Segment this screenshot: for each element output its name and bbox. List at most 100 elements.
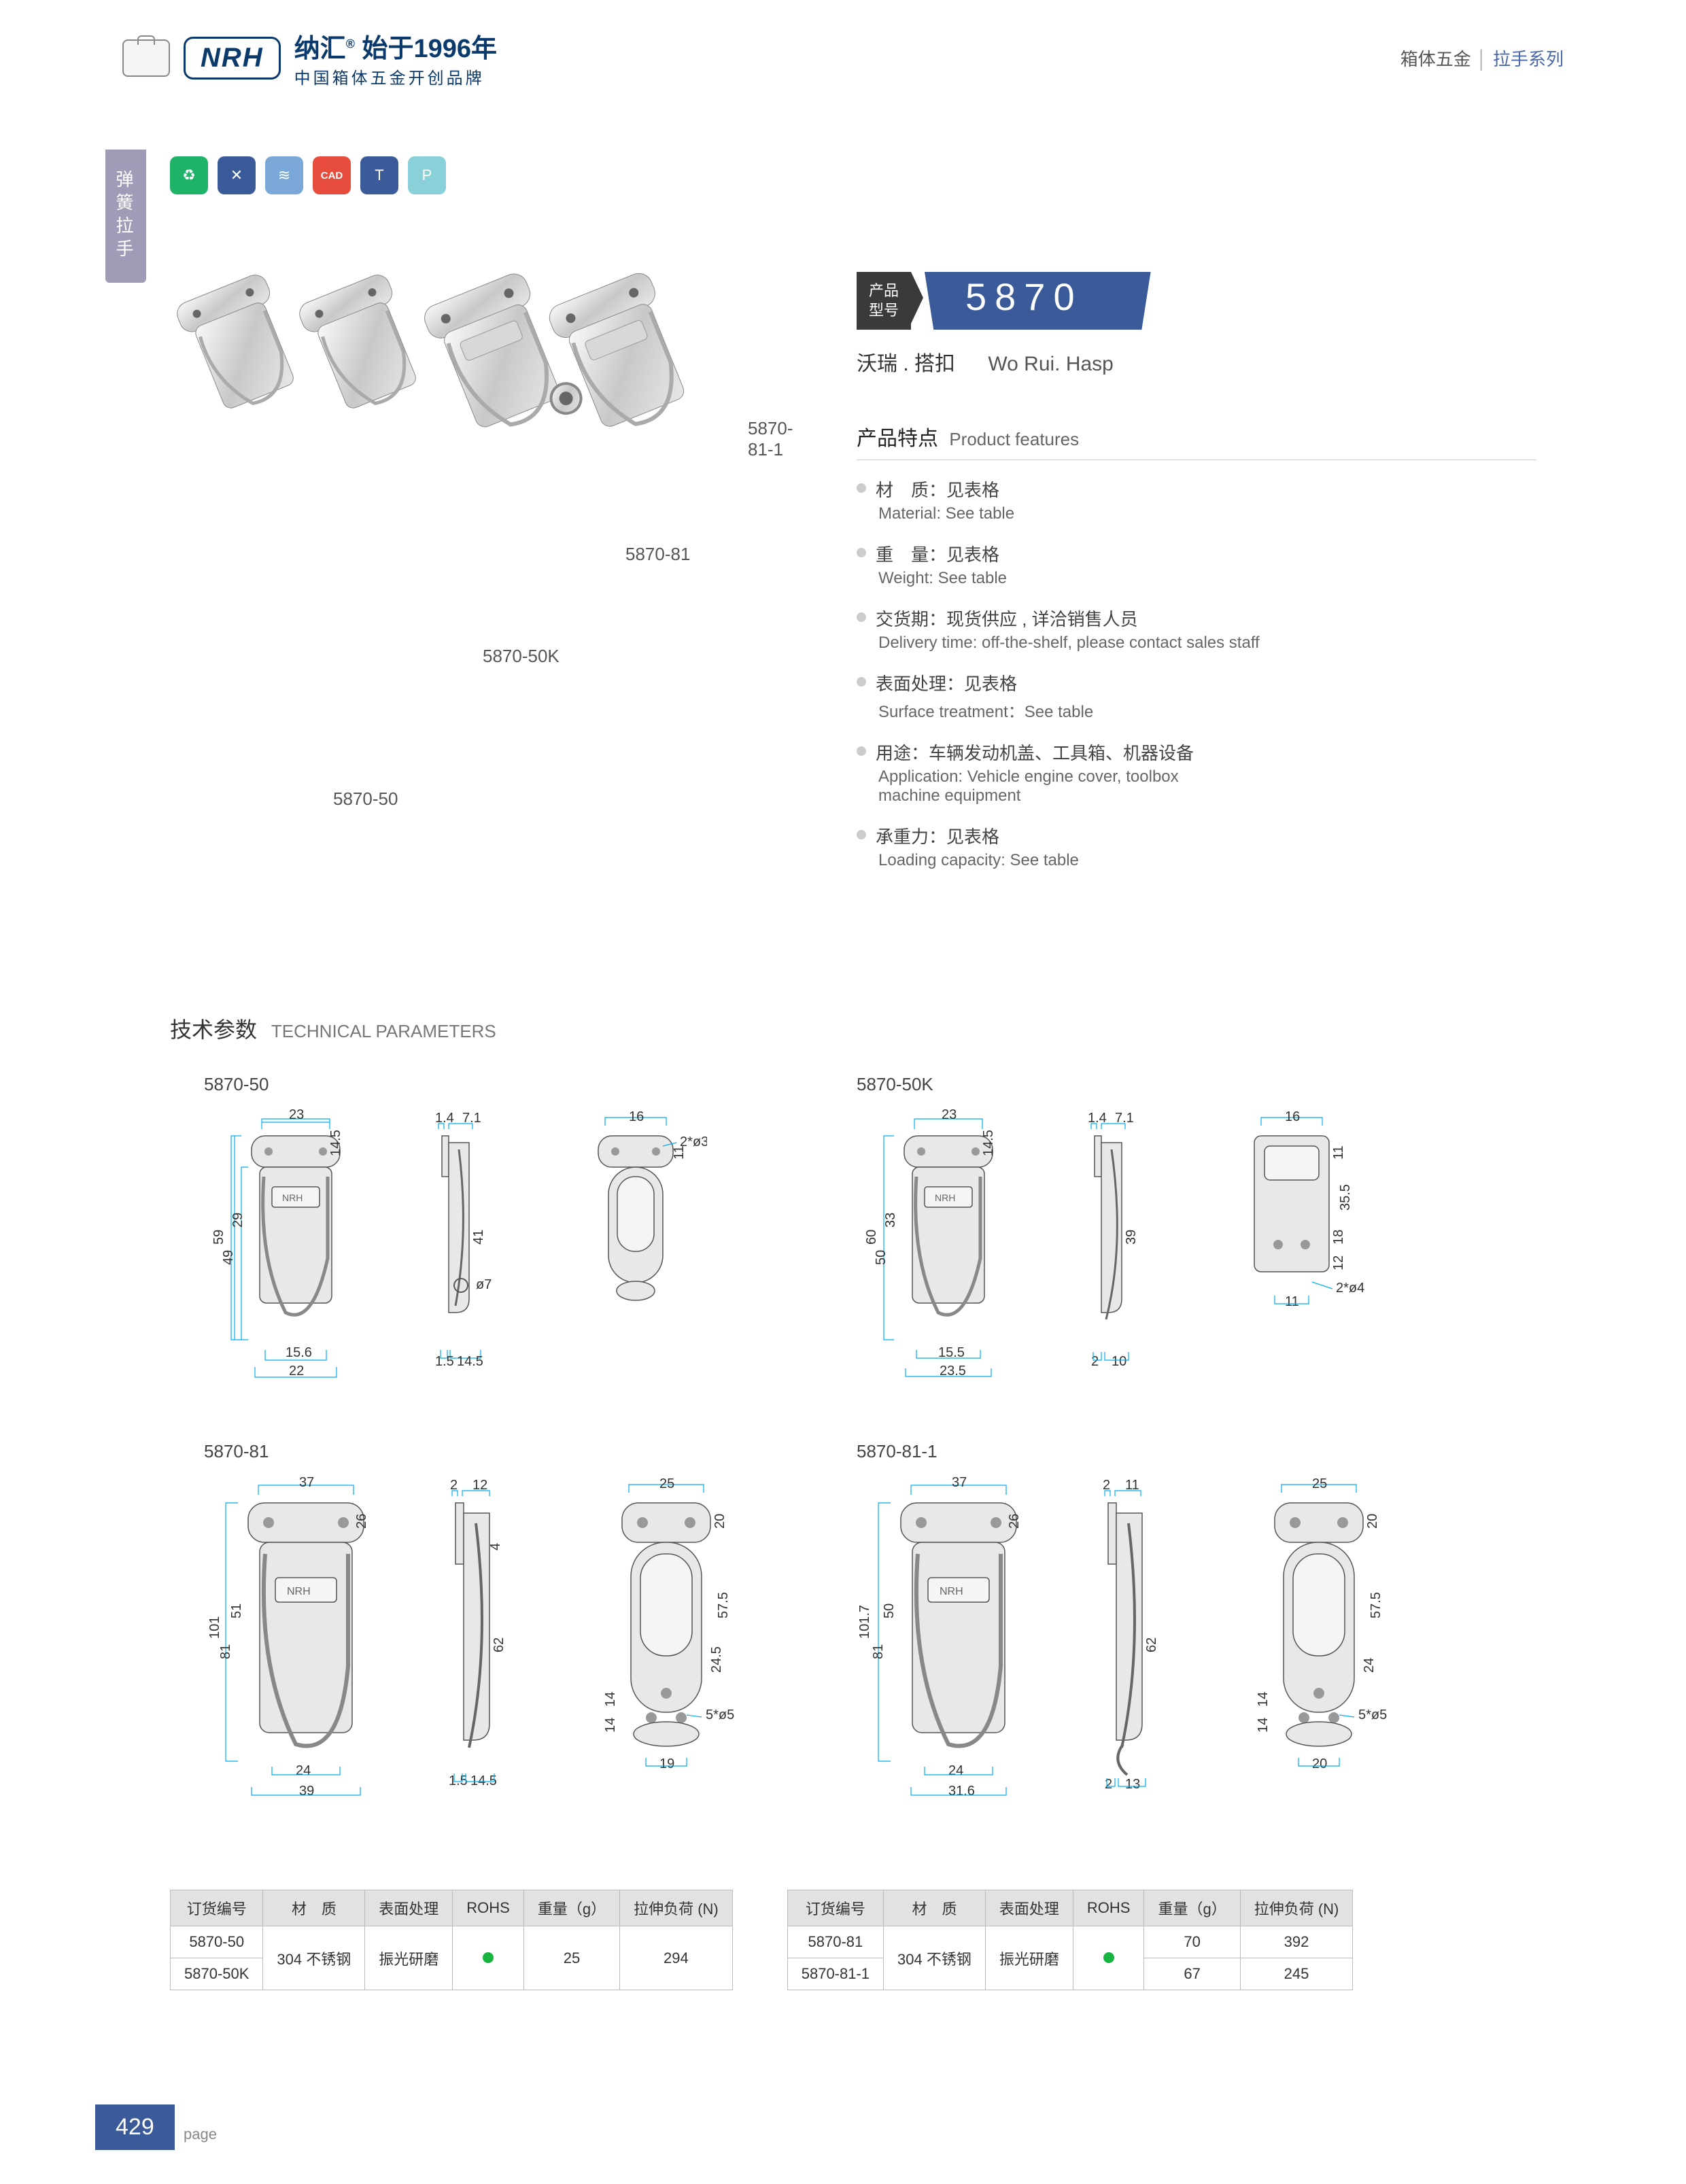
rohs-dot-icon (483, 1952, 494, 1963)
table-cell: 5870-81 (787, 1926, 883, 1958)
diagram-strike: 16 11 35.5 18 12 2*ø4 11 (1224, 1109, 1373, 1381)
svg-text:NRH: NRH (940, 1586, 963, 1597)
svg-text:24: 24 (1362, 1658, 1377, 1673)
table-cell: 振光研磨 (365, 1926, 453, 1990)
page-label: page (184, 2126, 217, 2143)
table-cell: 70 (1144, 1926, 1240, 1958)
table-header: 订货编号 (787, 1890, 883, 1926)
table-header: 拉伸负荷 (N) (1240, 1890, 1353, 1926)
svg-text:14: 14 (1256, 1718, 1271, 1733)
svg-text:14.5: 14.5 (981, 1130, 996, 1156)
diagram-front: 37 NRH 101 81 51 26 24 39 (204, 1476, 394, 1802)
svg-text:12: 12 (1331, 1255, 1346, 1270)
product-name-cn: 沃瑞 . 搭扣 (857, 353, 955, 375)
side-tab: 弹簧拉手 (105, 150, 146, 283)
tech-params-title: 技术参数 TECHNICAL PARAMETERS (170, 1013, 496, 1044)
diagram-front: 37 NRH 101.7 81 50 26 24 31.6 (857, 1476, 1047, 1802)
svg-text:11: 11 (672, 1145, 687, 1160)
table-cell: 304 不锈钢 (884, 1926, 986, 1990)
header-cat-b: 拉手系列 (1493, 49, 1564, 69)
diagram-group: 5870-81-1 37 NRH 101.7 81 50 26 24 31.6 … (857, 1441, 1400, 1802)
feature-icon: T (360, 156, 398, 194)
spec-tables: 订货编号材 质表面处理ROHS重量（g）拉伸负荷 (N)5870-50304 不… (170, 1890, 1353, 1990)
svg-text:2: 2 (1105, 1777, 1112, 1792)
svg-text:81: 81 (871, 1644, 886, 1659)
product-name: 沃瑞 . 搭扣 Wo Rui. Hasp (857, 347, 1114, 377)
diagram-title: 5870-81 (204, 1441, 748, 1462)
rohs-dot-icon (1103, 1952, 1114, 1963)
diagram-group: 5870-50K 23 NRH 60 50 33 14.5 15.5 23.5 … (857, 1074, 1373, 1381)
logo-box: NRH 纳汇® 始于1996年 中国箱体五金开创品牌 (122, 27, 497, 88)
image-label: 5870-50 (333, 788, 398, 810)
svg-text:24.5: 24.5 (709, 1646, 724, 1673)
svg-text:14.5: 14.5 (457, 1354, 483, 1369)
svg-text:14.5: 14.5 (470, 1773, 497, 1788)
svg-text:62: 62 (492, 1637, 506, 1652)
feature-item: 交货期：现货供应 , 详洽销售人员Delivery time: off-the-… (857, 606, 1536, 653)
svg-text:14: 14 (603, 1718, 618, 1733)
table-row: 5870-81304 不锈钢振光研磨70392 (787, 1926, 1353, 1958)
feature-icon: P (408, 156, 446, 194)
svg-text:35.5: 35.5 (1338, 1184, 1353, 1211)
features-title-en: Product features (949, 429, 1079, 449)
svg-text:16: 16 (1285, 1109, 1300, 1124)
brand-sub: 中国箱体五金开创品牌 (294, 65, 497, 88)
svg-text:ø7: ø7 (476, 1277, 492, 1292)
product-id-number: 5870 (925, 272, 1151, 330)
table-cell: 245 (1240, 1958, 1353, 1990)
feature-icon: ✕ (218, 156, 256, 194)
svg-text:39: 39 (1124, 1230, 1139, 1245)
table-cell: 25 (523, 1926, 619, 1990)
product-images: 5870-81-1 5870-81 5870-50K (150, 258, 795, 816)
feature-en: Material: See table (876, 504, 1536, 523)
features-title: 产品特点 Product features (857, 421, 1536, 460)
diagram-side: 2 12 4 62 1.5 14.5 (435, 1476, 551, 1802)
table-cell: 振光研磨 (985, 1926, 1073, 1990)
image-label: 5870-81-1 (748, 418, 795, 460)
feature-item: 材 质：见表格Material: See table (857, 476, 1536, 523)
diagram-strike: 16 2*ø3 11 (571, 1109, 707, 1381)
svg-text:59: 59 (211, 1230, 226, 1245)
svg-text:31.6: 31.6 (948, 1784, 975, 1799)
table-header: 订货编号 (171, 1890, 263, 1926)
svg-text:26: 26 (354, 1514, 369, 1529)
diagram-side: 2 11 62 2 13 (1088, 1476, 1203, 1802)
feature-icon: ♻ (170, 156, 208, 194)
svg-text:NRH: NRH (935, 1192, 955, 1203)
image-label: 5870-81 (625, 544, 690, 565)
diagram-group: 5870-81 37 NRH 101 81 51 26 24 39 2 12 (204, 1441, 748, 1802)
brand-cn: 纳汇 (294, 35, 346, 63)
feature-cn: 用途：车辆发动机盖、工具箱、机器设备 (876, 740, 1536, 765)
table-cell: 67 (1144, 1958, 1240, 1990)
svg-text:22: 22 (289, 1364, 304, 1379)
table-header: 拉伸负荷 (N) (620, 1890, 733, 1926)
image-label: 5870-50K (483, 646, 560, 667)
svg-text:16: 16 (629, 1109, 644, 1124)
product-id-box: 产品型号 5870 (857, 272, 1151, 330)
table-header: ROHS (1073, 1890, 1144, 1926)
svg-text:2*ø4: 2*ø4 (1336, 1281, 1364, 1296)
feature-item: 重 量：见表格Weight: See table (857, 541, 1536, 588)
table-cell: 392 (1240, 1926, 1353, 1958)
svg-text:NRH: NRH (287, 1586, 311, 1597)
svg-text:49: 49 (221, 1250, 236, 1265)
svg-text:29: 29 (230, 1213, 245, 1228)
table-cell (453, 1926, 524, 1990)
brand-logo: NRH (184, 37, 281, 80)
svg-text:37: 37 (952, 1476, 967, 1490)
feature-item: 表面处理：见表格Surface treatment：See table (857, 670, 1536, 722)
svg-text:62: 62 (1144, 1637, 1159, 1652)
svg-text:25: 25 (659, 1476, 674, 1491)
table-header: 表面处理 (365, 1890, 453, 1926)
table-cell (1073, 1926, 1144, 1990)
table-header: 重量（g） (523, 1890, 619, 1926)
table-row: 5870-50304 不锈钢振光研磨25294 (171, 1926, 733, 1958)
svg-text:19: 19 (659, 1756, 674, 1771)
diagram-group: 5870-50 23 NRH 59 49 29 14.5 15.6 22 1.4… (204, 1074, 707, 1381)
header-category: 箱体五金│拉手系列 (1400, 46, 1564, 71)
diagram-title: 5870-50K (857, 1074, 1373, 1095)
table-cell: 5870-50K (171, 1958, 263, 1990)
feature-cn: 表面处理：见表格 (876, 670, 1536, 695)
diagram-title: 5870-81-1 (857, 1441, 1400, 1462)
svg-text:14: 14 (603, 1692, 618, 1707)
